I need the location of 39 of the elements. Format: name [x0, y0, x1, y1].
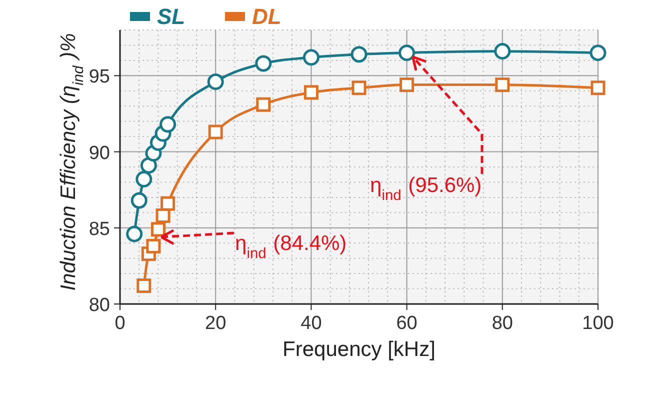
point [156, 208, 170, 223]
x-tick-label: 80 [492, 313, 513, 334]
point [130, 192, 148, 209]
x-axis-title: Frequency [kHz] [282, 338, 436, 361]
x-tick-label: 20 [205, 313, 226, 334]
point [494, 43, 511, 60]
y-tick-label: 95 [88, 66, 110, 88]
legend-label: DL [252, 4, 282, 29]
point [146, 238, 161, 254]
point [352, 80, 366, 96]
point [160, 116, 176, 133]
legend-label: SL [157, 4, 186, 29]
point [590, 44, 606, 62]
y-tick-label: 90 [88, 142, 110, 164]
point [255, 55, 272, 72]
point [256, 97, 271, 112]
x-tick-label: 0 [114, 313, 126, 334]
point [140, 157, 157, 174]
x-tick-label: 100 [582, 313, 614, 334]
point [207, 74, 224, 90]
x-tick-label: 40 [300, 313, 322, 334]
y-tick-label: 85 [88, 218, 110, 240]
point [150, 222, 166, 237]
point [304, 85, 318, 100]
point [126, 226, 143, 242]
annotation: η$_{ind}$ (84.4%) [235, 232, 347, 262]
y-tick-label: 80 [88, 295, 110, 316]
point [590, 80, 606, 96]
annotation: η$_{ind}$ (95.6%) [370, 174, 482, 204]
point [302, 49, 320, 66]
point [400, 78, 414, 92]
point [208, 124, 223, 140]
point [160, 196, 176, 211]
point [350, 46, 368, 63]
point [398, 44, 416, 62]
point [136, 170, 152, 188]
point [136, 278, 152, 293]
x-tick-label: 60 [396, 313, 418, 334]
point [495, 78, 510, 92]
